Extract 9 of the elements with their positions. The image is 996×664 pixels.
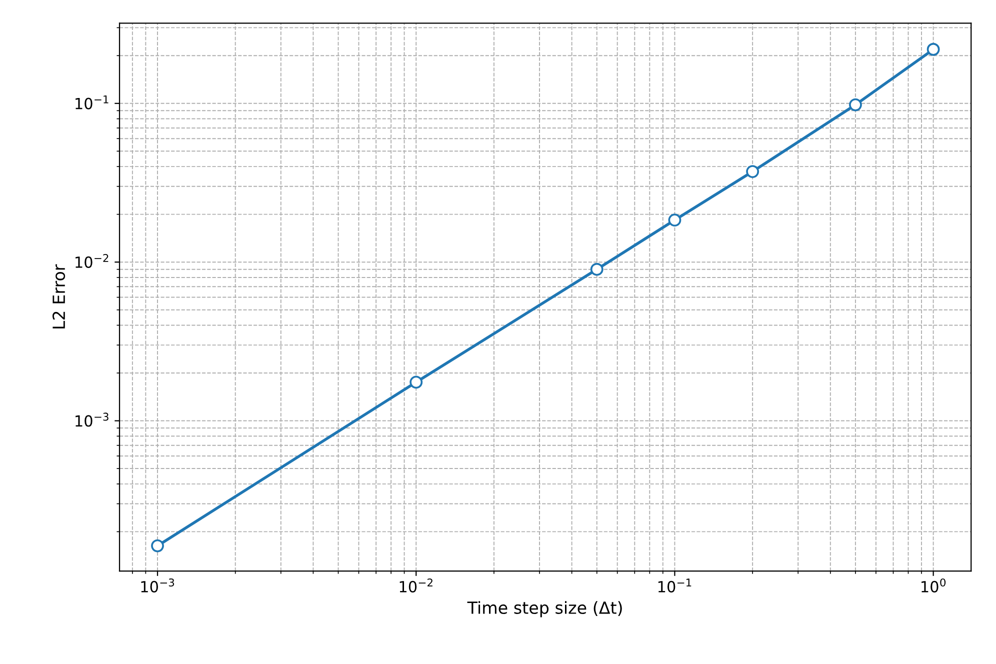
x-tick-label: 10$^{−2}$ [400, 578, 432, 592]
y-axis-title: L2 Error [52, 264, 66, 328]
x-axis-title: Time step size (Δt) [467, 601, 622, 618]
x-tick-label: 10$^{0}$ [922, 578, 946, 592]
y-tick-label: 10$^{−3}$ [76, 412, 108, 427]
x-tick-label: 10$^{−3}$ [141, 578, 174, 592]
y-tick-label: 10$^{−2}$ [76, 254, 108, 268]
x-tick-label: 10$^{−1}$ [658, 578, 692, 592]
y-tick-label: 10$^{−1}$ [76, 95, 108, 110]
